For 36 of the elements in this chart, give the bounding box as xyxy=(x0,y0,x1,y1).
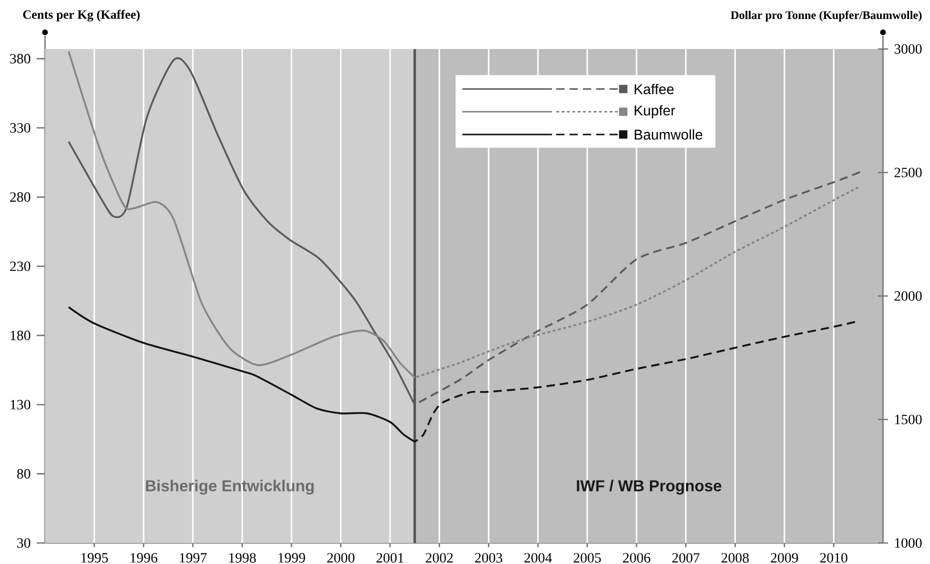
x-tick-label: 1999 xyxy=(278,553,306,563)
x-tick-label: 2002 xyxy=(426,553,453,563)
x-tick-label: 2009 xyxy=(770,553,798,563)
x-tick-label: 2010 xyxy=(820,553,848,563)
band-label: Bisherige Entwicklung xyxy=(146,480,314,495)
legend-label: Baumwolle xyxy=(634,129,702,140)
x-tick-label: 1997 xyxy=(180,553,207,563)
x-tick-label: 1996 xyxy=(130,553,158,563)
x-tick-label: 2006 xyxy=(622,553,650,563)
y2-tick-label: 2500 xyxy=(894,168,922,178)
y-tick-label: 330 xyxy=(10,123,30,133)
y-tick-label: 180 xyxy=(10,330,30,340)
y-tick-label: 130 xyxy=(10,400,30,410)
x-tick-label: 2001 xyxy=(376,553,404,563)
x-tick-label: 2000 xyxy=(327,553,354,563)
legend-label: Kupfer xyxy=(634,105,676,118)
x-tick-label: 1998 xyxy=(229,553,256,563)
x-tick-label: 1995 xyxy=(81,553,108,563)
x-tick-label: 2008 xyxy=(722,553,749,563)
x-tick-label: 2004 xyxy=(524,553,552,563)
y-tick-label: 80 xyxy=(17,469,30,479)
x-tick-label: 2005 xyxy=(574,553,601,563)
x-tick-label: 2007 xyxy=(672,553,700,563)
x-tick-label: 2003 xyxy=(475,553,502,563)
y2-tick-label: 3000 xyxy=(894,44,922,54)
y-tick-label: 380 xyxy=(10,54,30,64)
y-tick-label: 280 xyxy=(10,192,30,202)
y-axis-title: Cents per Kg (Kaffee) xyxy=(23,10,140,22)
y2-tick-label: 1000 xyxy=(895,538,922,548)
legend-label: Kaffee xyxy=(634,84,674,94)
y2-tick-label: 2000 xyxy=(894,291,922,301)
y2-tick-label: 1500 xyxy=(895,414,922,424)
band-label: IWF / WB Prognose xyxy=(576,480,722,495)
y-tick-label: 230 xyxy=(10,261,30,272)
y2-axis-title: Dollar pro Tonne (Kupfer/Baumwolle) xyxy=(730,10,922,22)
y-tick-label: 30 xyxy=(17,538,30,548)
